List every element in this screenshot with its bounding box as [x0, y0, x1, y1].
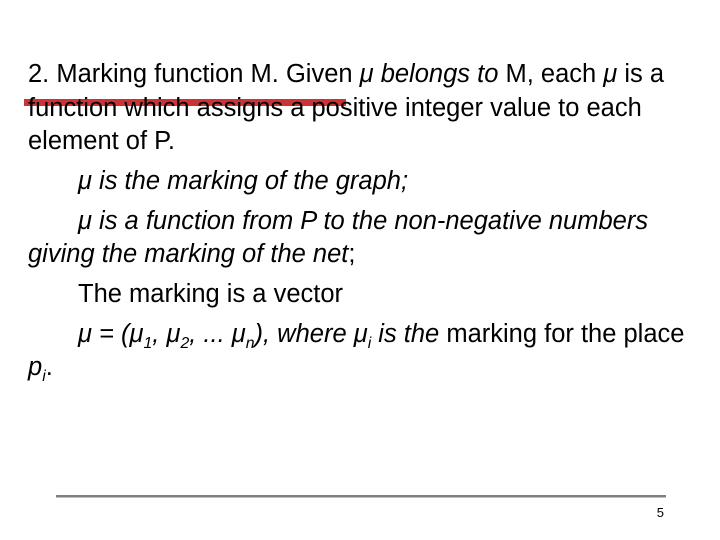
text: M	[505, 60, 526, 88]
text-italic: p	[28, 353, 42, 381]
subscript: 1	[144, 335, 153, 352]
slide-content: 2. Marking function M. Given μ belongs t…	[28, 58, 692, 391]
paragraph-vector-def: μ = (μ1, μ2, ... μn), where μi is the ma…	[28, 318, 692, 385]
text-italic: is the	[371, 320, 446, 348]
paragraph-marking-graph: μ is the marking of the graph;	[28, 165, 692, 199]
text: ;	[348, 240, 355, 268]
text-italic: , μ	[152, 320, 180, 348]
text-italic: μ = (μ	[78, 320, 144, 348]
text: The marking is a vector	[78, 280, 343, 308]
paragraph-function: μ is a function from P to the non-negati…	[28, 205, 692, 272]
footer-rule	[56, 495, 666, 498]
text: 2. Marking function M. Given	[28, 60, 360, 88]
page-number: 5	[657, 505, 664, 520]
subscript: n	[246, 335, 255, 352]
text: marking for the place	[446, 320, 684, 348]
text: , each	[527, 60, 604, 88]
text-italic: μ belongs to	[360, 60, 506, 88]
text-italic: ), where μ	[255, 320, 368, 348]
paragraph-intro: 2. Marking function M. Given μ belongs t…	[28, 58, 692, 159]
text-italic: μ is a function from P to the non-negati…	[28, 207, 648, 269]
text-italic: μ is the marking of the graph;	[78, 167, 408, 195]
text: .	[46, 353, 53, 381]
slide: 2. Marking function M. Given μ belongs t…	[0, 0, 720, 540]
text-italic: , ... μ	[189, 320, 245, 348]
paragraph-vector: The marking is a vector	[28, 278, 692, 312]
text-italic: μ	[603, 60, 617, 88]
subscript: 2	[180, 335, 189, 352]
